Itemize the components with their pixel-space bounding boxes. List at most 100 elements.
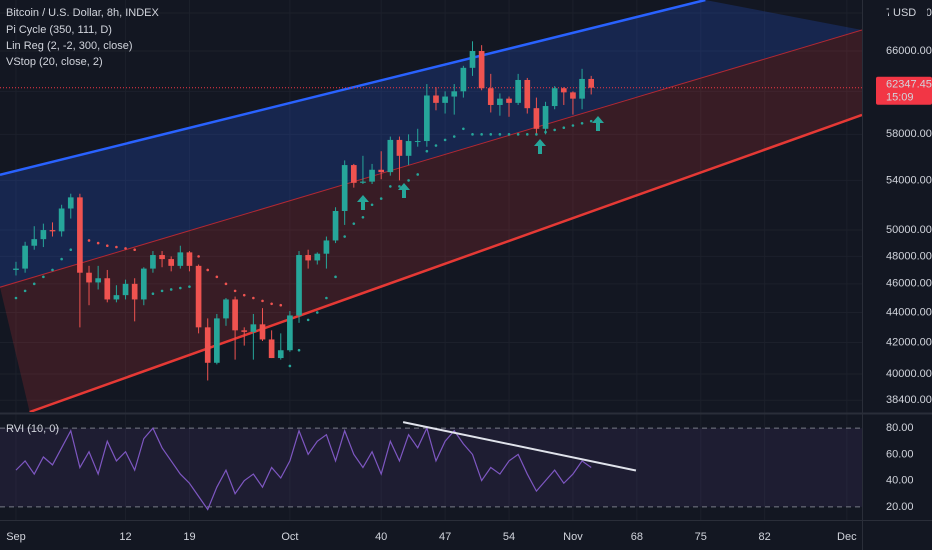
candle-body [424, 95, 430, 142]
candle-body [277, 350, 284, 359]
lin-reg-upper [0, 0, 706, 177]
vstop-dot [425, 149, 429, 153]
vstop-dot [480, 133, 483, 136]
x-tick-label: 75 [695, 531, 707, 543]
candle-body [232, 299, 238, 331]
rvi-tick-label: 60.00 [886, 448, 914, 460]
signal-arrow [534, 139, 546, 154]
rvi-tick-label: 40.00 [886, 475, 914, 487]
y-tick-label: 48000.00 [886, 250, 932, 262]
candle-body [13, 268, 19, 270]
candle-body [396, 139, 403, 156]
candle-body [360, 181, 366, 183]
price-pane [0, 0, 862, 412]
lin-reg-lower [29, 113, 862, 412]
candle-body [497, 98, 503, 105]
candle-body [287, 315, 293, 351]
rvi-tick-label: 20.00 [886, 501, 914, 513]
y-tick-label: 50000.00 [886, 224, 932, 236]
legend-indicator: Lin Reg (2, -2, 300, close) [6, 40, 133, 52]
vstop-dot [389, 185, 392, 188]
vstop-dot [169, 288, 173, 291]
vstop-dot [297, 348, 301, 352]
vstop-dot [398, 185, 401, 188]
candle-body [241, 330, 248, 332]
signal-arrow [398, 183, 410, 198]
candle-body [460, 67, 467, 92]
vstop-dot [434, 144, 438, 147]
vstop-dot [288, 364, 292, 368]
candle-body [542, 106, 549, 129]
vstop-dot [115, 245, 118, 249]
vstop-dot [160, 289, 164, 293]
legend-rvi: RVI (10, 0) [6, 423, 59, 435]
candle-body [95, 278, 101, 283]
candle-body [177, 252, 184, 266]
candle-body [433, 95, 439, 103]
vstop-dot [535, 133, 538, 136]
candle-body [378, 169, 385, 173]
vstop-dot [188, 285, 191, 288]
vstop-dot [179, 286, 182, 290]
candle-body [250, 324, 257, 332]
vstop-dot [370, 203, 374, 207]
legend-indicator: Pi Cycle (350, 111, D) [6, 24, 112, 36]
candle-body [570, 92, 576, 99]
candle-body [524, 79, 531, 109]
y-tick-label: 46000.00 [886, 278, 932, 290]
vstop-dot [133, 248, 136, 252]
grid [0, 0, 862, 520]
vstop-dot [233, 289, 237, 293]
candle-body [131, 283, 138, 300]
candle-body [451, 91, 458, 97]
rvi-band [0, 428, 862, 507]
vstop-dot [489, 133, 493, 136]
vstop-dot [379, 197, 383, 200]
candle-body [314, 253, 321, 261]
candle-body [195, 265, 202, 328]
y-tick-label: 58000.00 [886, 128, 932, 140]
candle-body [223, 299, 229, 319]
vstop-dot [270, 302, 273, 306]
x-tick-label: Dec [837, 531, 857, 543]
candle-body [387, 139, 394, 173]
candle-body [579, 78, 585, 99]
vstop-dot [562, 126, 566, 129]
vstop-dot [361, 215, 365, 219]
candle-body [405, 141, 412, 156]
candle-body [259, 324, 266, 340]
countdown-label: 15:09 [886, 92, 914, 104]
vstop-dot [343, 235, 346, 238]
vstop-dot [151, 292, 155, 296]
vstop-dot [105, 244, 109, 248]
candle-body [515, 79, 521, 103]
vstop-dot [215, 275, 219, 279]
candle-body [414, 141, 421, 143]
vstop-dot [471, 133, 474, 136]
vstop-dot [462, 127, 465, 131]
divergence-trendline [402, 421, 637, 472]
candle-body [268, 339, 275, 359]
vstop-dot [589, 119, 593, 123]
candle-body [560, 88, 567, 93]
axes: Sep 12 19 Oct 40 47 54 Nov 68 75 82 Dec 38400.00 4000… [6, 4, 932, 543]
candle-body [204, 327, 211, 363]
vstop-dot [51, 268, 54, 272]
vstop-dot [553, 128, 556, 132]
channel-fill-lower [0, 30, 862, 412]
vstop-dot [69, 248, 73, 252]
x-tick-label: 40 [375, 531, 387, 543]
x-tick-label: 47 [439, 531, 451, 543]
candle-body [150, 255, 156, 269]
x-tick-label: Sep [6, 531, 26, 543]
vstop-dot [96, 241, 100, 245]
candle-body [214, 318, 220, 363]
vstop-dot [23, 289, 27, 293]
candle-body [442, 96, 448, 103]
vstop-dot [197, 255, 200, 258]
candle-body [332, 210, 339, 241]
legend-indicator: VStop (20, close, 2) [6, 56, 103, 68]
vstop-dot [498, 133, 502, 136]
